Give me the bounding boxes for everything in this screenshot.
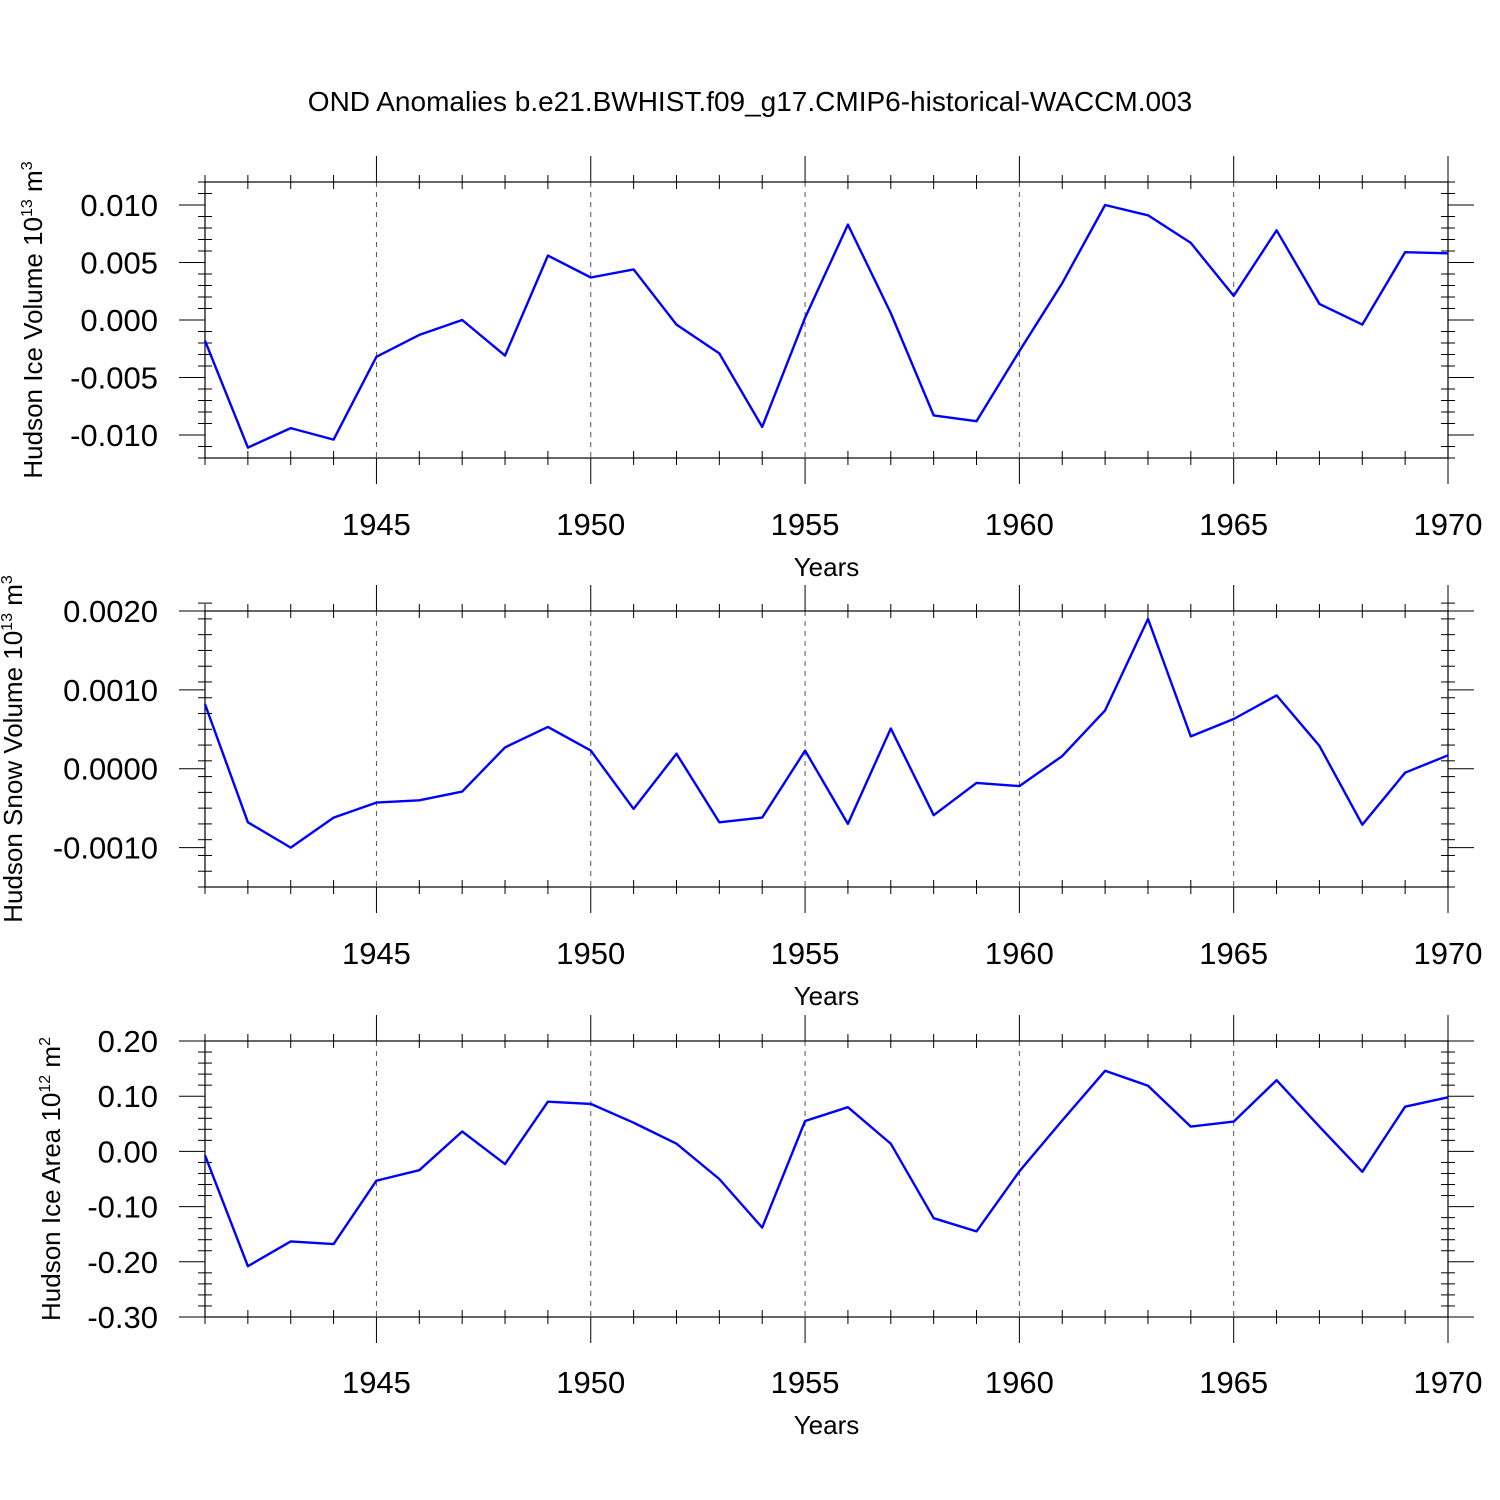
data-series-line	[203, 203, 1449, 449]
plot-frame	[204, 181, 1449, 459]
x-tick-label: 1960	[985, 507, 1054, 542]
x-tick-label: 1970	[1414, 507, 1483, 542]
panel-1: 1945 1950 1955 1960 1965 1970 -0.010 -0.005 0.00…	[18, 156, 1482, 582]
y-tick-label: -0.0010	[53, 831, 158, 866]
chart-title: OND Anomalies b.e21.BWHIST.f09_g17.CMIP6…	[308, 86, 1192, 117]
y-tick-label: -0.10	[87, 1190, 158, 1225]
x-tick-label: 1945	[342, 936, 411, 971]
plot-frame	[204, 610, 1449, 888]
x-tick-label: 1965	[1199, 936, 1268, 971]
x-tick-label: 1955	[771, 936, 840, 971]
x-axis-label: Years	[794, 552, 860, 582]
y-axis-label: Hudson Snow Volume 1013 m3	[0, 575, 28, 923]
x-axis-label: Years	[794, 981, 860, 1011]
y-tick-label: 0.005	[80, 246, 158, 281]
y-tick-label: 0.00	[98, 1134, 158, 1169]
x-tick-label: 1960	[985, 936, 1054, 971]
y-tick-label: -0.20	[87, 1245, 158, 1280]
x-tick-label: 1950	[556, 1365, 625, 1400]
x-tick-label: 1970	[1414, 1365, 1483, 1400]
x-tick-label: 1950	[556, 936, 625, 971]
y-axis-label: Hudson Ice Volume 1013 m3	[18, 161, 48, 478]
y-axis-label: Hudson Ice Area 1012 m2	[36, 1037, 66, 1321]
x-tick-label: 1965	[1199, 1365, 1268, 1400]
y-tick-label: 0.0020	[63, 594, 158, 629]
y-tick-label: -0.005	[70, 361, 158, 396]
panel-2: 1945 1950 1955 1960 1965 1970 -0.0010 0.0000 0.0…	[0, 575, 1482, 1011]
x-tick-label: 1950	[556, 507, 625, 542]
plot-frame	[204, 1040, 1449, 1318]
x-tick-label: 1945	[342, 1365, 411, 1400]
panel-3: 1945 1950 1955 1960 1965 1970 -0.30 -0.20 -0.10 0…	[36, 1015, 1482, 1440]
x-tick-label: 1965	[1199, 507, 1268, 542]
y-tick-label: -0.010	[70, 418, 158, 453]
x-tick-label: 1960	[985, 1365, 1054, 1400]
y-tick-label: 0.010	[80, 188, 158, 223]
y-tick-label: -0.30	[87, 1300, 158, 1335]
x-tick-label: 1970	[1414, 936, 1483, 971]
y-tick-label: 0.0010	[63, 673, 158, 708]
y-tick-label: 0.20	[98, 1024, 158, 1059]
x-tick-label: 1955	[771, 1365, 840, 1400]
data-series-line	[203, 1069, 1449, 1268]
x-axis-label: Years	[794, 1410, 860, 1440]
x-tick-label: 1955	[771, 507, 840, 542]
panels: 1945 1950 1955 1960 1965 1970 -0.010 -0.005 0.00…	[0, 156, 1482, 1440]
y-tick-label: 0.10	[98, 1079, 158, 1114]
x-tick-label: 1945	[342, 507, 411, 542]
data-series-line	[203, 617, 1449, 849]
y-tick-label: 0.000	[80, 303, 158, 338]
y-tick-label: 0.0000	[63, 752, 158, 787]
